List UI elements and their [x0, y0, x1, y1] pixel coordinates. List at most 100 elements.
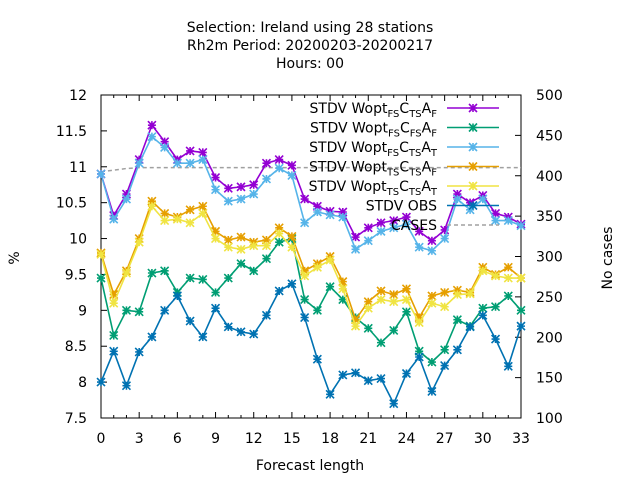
- series-point: [427, 298, 437, 308]
- y2-tick-label: 200: [536, 330, 563, 346]
- series-point: [350, 232, 361, 242]
- series-point: [401, 284, 412, 294]
- series-point: [172, 291, 182, 301]
- series-point: [376, 295, 386, 305]
- series-point: [478, 266, 488, 276]
- x-tick-label: 0: [97, 431, 106, 447]
- series-point: [414, 317, 424, 328]
- series-point: [185, 273, 195, 283]
- series-point: [452, 194, 462, 204]
- legend-label-part: A: [421, 179, 431, 195]
- series-4: [96, 201, 526, 331]
- series-point: [389, 223, 399, 233]
- series-point: [516, 321, 526, 331]
- series-point: [401, 295, 412, 305]
- series-point: [210, 233, 221, 244]
- series-2: [96, 132, 526, 256]
- series-point: [338, 207, 348, 217]
- series-point: [300, 194, 310, 204]
- series-line: [100, 123, 522, 242]
- series-point: [160, 305, 170, 315]
- series-point: [96, 169, 106, 179]
- x-tick-label: 30: [474, 431, 492, 447]
- legend-marker: [468, 122, 478, 133]
- series-point: [516, 273, 526, 283]
- legend-label: STDV WoptTSCTSAF: [309, 160, 437, 179]
- series-point: [376, 226, 386, 236]
- series-point: [147, 196, 157, 206]
- legend-label: STDV WoptFSCTSAF: [310, 101, 438, 120]
- series-point: [478, 310, 488, 320]
- y-tick-label: 10: [69, 232, 87, 248]
- series-line: [100, 204, 521, 328]
- series-point: [312, 201, 322, 211]
- series-point: [185, 158, 195, 168]
- series-point: [427, 236, 437, 246]
- series-point: [210, 303, 221, 313]
- x-tick-label: 27: [436, 431, 454, 447]
- series-layer: [96, 120, 526, 409]
- series-point: [427, 291, 437, 301]
- series-point: [147, 201, 157, 211]
- series-point: [96, 273, 106, 283]
- series-point: [414, 346, 424, 356]
- series-point: [172, 214, 182, 224]
- series-point: [350, 244, 361, 254]
- y2-tick-label: 450: [536, 128, 563, 144]
- series-point: [147, 132, 157, 142]
- series-point: [109, 298, 119, 308]
- series-point: [440, 302, 450, 312]
- series-point: [198, 208, 208, 218]
- series-point: [249, 329, 259, 339]
- series-point: [325, 282, 335, 292]
- legend-label-part: T: [430, 187, 438, 198]
- series-point: [325, 389, 335, 399]
- series-point: [236, 194, 246, 204]
- series-point: [185, 205, 195, 215]
- series-line: [100, 237, 522, 364]
- series-point: [134, 237, 144, 247]
- series-line-cases: [100, 166, 521, 173]
- series-point: [160, 266, 170, 276]
- series-point: [389, 325, 399, 335]
- series-point: [490, 208, 501, 218]
- series-point: [185, 146, 195, 156]
- series-point: [300, 312, 310, 323]
- series-point: [414, 242, 424, 252]
- y-tick-label: 9.5: [65, 267, 87, 283]
- series-point: [274, 163, 284, 173]
- x-tick-label: 3: [135, 431, 144, 447]
- series-point: [134, 347, 144, 357]
- series-point: [376, 373, 386, 384]
- legend-label-part: C: [400, 121, 410, 137]
- series-point: [427, 246, 437, 256]
- series-point: [287, 170, 297, 180]
- series-point: [516, 305, 526, 315]
- legend-marker: [468, 181, 478, 191]
- y2-tick-label: 400: [536, 169, 563, 185]
- series-point: [121, 381, 132, 391]
- series-point: [210, 226, 221, 236]
- series-point: [249, 266, 259, 276]
- series-point: [109, 346, 119, 356]
- series-point: [312, 207, 322, 217]
- series-point: [363, 223, 373, 233]
- series-point: [490, 334, 501, 344]
- series-point: [389, 289, 399, 300]
- series-point: [363, 297, 373, 307]
- legend-marker: [468, 161, 478, 172]
- legend-label-part: A: [422, 101, 432, 117]
- series-point: [223, 183, 233, 193]
- series-point: [503, 291, 513, 301]
- series-point: [109, 214, 119, 224]
- series-point: [338, 370, 348, 380]
- series-point: [121, 305, 132, 315]
- legend-label-part: STDV Wopt: [310, 121, 388, 137]
- legend-label-part: A: [422, 160, 432, 176]
- chart-title-line: Selection: Ireland using 28 stations: [187, 20, 434, 36]
- series-point: [300, 218, 310, 228]
- legend-label-part: FS: [387, 109, 399, 120]
- y-tick-label: 10.5: [56, 196, 87, 212]
- series-point: [389, 216, 399, 226]
- series-point: [274, 286, 284, 296]
